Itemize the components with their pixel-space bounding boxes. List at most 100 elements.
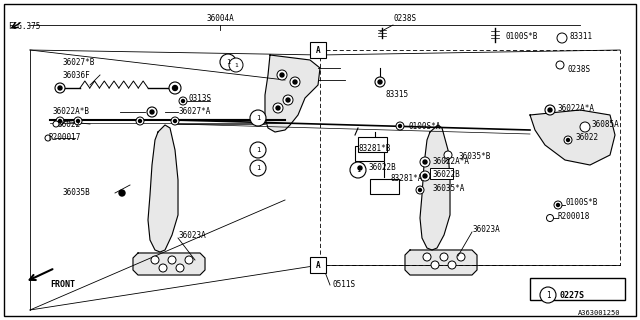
- Text: 83281*B: 83281*B: [358, 144, 390, 153]
- Text: 83315: 83315: [385, 90, 408, 99]
- Circle shape: [55, 83, 65, 93]
- Text: A363001250: A363001250: [577, 310, 620, 316]
- Text: 36085A: 36085A: [592, 120, 620, 129]
- Circle shape: [358, 166, 362, 170]
- Circle shape: [420, 171, 430, 181]
- Text: 36022A*B: 36022A*B: [52, 107, 89, 116]
- Circle shape: [169, 82, 181, 94]
- Circle shape: [423, 253, 431, 261]
- Text: 36022A*A: 36022A*A: [432, 157, 469, 166]
- Circle shape: [171, 117, 179, 125]
- Text: 0227S: 0227S: [560, 291, 585, 300]
- Circle shape: [431, 261, 439, 269]
- Polygon shape: [530, 110, 615, 165]
- Circle shape: [173, 85, 177, 91]
- Circle shape: [136, 117, 144, 125]
- FancyBboxPatch shape: [369, 179, 399, 194]
- Circle shape: [564, 136, 572, 144]
- Circle shape: [77, 119, 79, 123]
- Polygon shape: [420, 125, 450, 250]
- FancyBboxPatch shape: [355, 146, 383, 161]
- Circle shape: [548, 108, 552, 112]
- Circle shape: [283, 95, 293, 105]
- Text: 36027*B: 36027*B: [62, 58, 94, 67]
- Text: 1: 1: [546, 291, 550, 300]
- Text: 1: 1: [356, 167, 360, 173]
- Polygon shape: [405, 250, 477, 275]
- Text: 0313S: 0313S: [188, 94, 211, 103]
- Circle shape: [557, 204, 559, 206]
- Circle shape: [74, 117, 82, 125]
- Text: FRONT: FRONT: [50, 280, 75, 289]
- Text: 0100S*B: 0100S*B: [505, 32, 538, 41]
- Text: 83281*A: 83281*A: [390, 174, 422, 183]
- Circle shape: [547, 214, 554, 221]
- Circle shape: [147, 107, 157, 117]
- Circle shape: [229, 58, 243, 72]
- Circle shape: [173, 119, 177, 123]
- FancyBboxPatch shape: [310, 42, 326, 58]
- Circle shape: [557, 33, 567, 43]
- Text: 0238S: 0238S: [393, 14, 416, 23]
- Text: 36022B: 36022B: [368, 163, 396, 172]
- Circle shape: [185, 256, 193, 264]
- Circle shape: [58, 86, 62, 90]
- Circle shape: [182, 100, 184, 102]
- Text: 0100S*A: 0100S*A: [408, 122, 440, 131]
- Circle shape: [138, 119, 141, 123]
- Circle shape: [168, 256, 176, 264]
- Text: 1: 1: [256, 165, 260, 171]
- Text: 83311: 83311: [570, 32, 593, 41]
- Circle shape: [179, 97, 187, 105]
- Text: 1: 1: [226, 59, 230, 65]
- Text: 0100S*B: 0100S*B: [565, 198, 597, 207]
- Polygon shape: [148, 125, 178, 252]
- Polygon shape: [265, 55, 320, 132]
- Circle shape: [580, 122, 590, 132]
- Text: 1: 1: [256, 147, 260, 153]
- Circle shape: [293, 80, 297, 84]
- Polygon shape: [133, 253, 205, 275]
- Circle shape: [250, 110, 266, 126]
- Text: 36035*A: 36035*A: [432, 184, 465, 193]
- Text: A: A: [316, 260, 320, 269]
- Circle shape: [554, 201, 562, 209]
- Text: 36022: 36022: [57, 120, 80, 129]
- Circle shape: [444, 151, 452, 159]
- FancyBboxPatch shape: [429, 167, 452, 179]
- Circle shape: [420, 157, 430, 167]
- Circle shape: [290, 77, 300, 87]
- Text: 36022B: 36022B: [432, 170, 460, 179]
- Circle shape: [423, 160, 427, 164]
- Circle shape: [119, 190, 125, 196]
- Circle shape: [399, 124, 401, 127]
- Circle shape: [396, 122, 404, 130]
- Circle shape: [556, 61, 564, 69]
- Text: 0238S: 0238S: [568, 65, 591, 74]
- Circle shape: [419, 188, 422, 191]
- Text: 36036F: 36036F: [62, 71, 90, 80]
- Circle shape: [566, 139, 570, 141]
- Circle shape: [58, 119, 61, 123]
- FancyBboxPatch shape: [530, 278, 625, 300]
- Circle shape: [56, 117, 64, 125]
- Circle shape: [286, 98, 290, 102]
- Circle shape: [440, 253, 448, 261]
- Circle shape: [350, 162, 366, 178]
- Text: 36022: 36022: [575, 133, 598, 142]
- Circle shape: [273, 103, 283, 113]
- Text: 0511S: 0511S: [332, 280, 355, 289]
- Text: 36035*B: 36035*B: [458, 152, 490, 161]
- Circle shape: [280, 73, 284, 77]
- FancyBboxPatch shape: [310, 257, 326, 273]
- Circle shape: [250, 142, 266, 158]
- Circle shape: [250, 160, 266, 176]
- Circle shape: [159, 264, 167, 272]
- Circle shape: [545, 105, 555, 115]
- Text: 1: 1: [256, 115, 260, 121]
- Circle shape: [220, 54, 236, 70]
- Circle shape: [150, 110, 154, 114]
- Circle shape: [423, 174, 427, 178]
- Circle shape: [151, 256, 159, 264]
- Circle shape: [416, 186, 424, 194]
